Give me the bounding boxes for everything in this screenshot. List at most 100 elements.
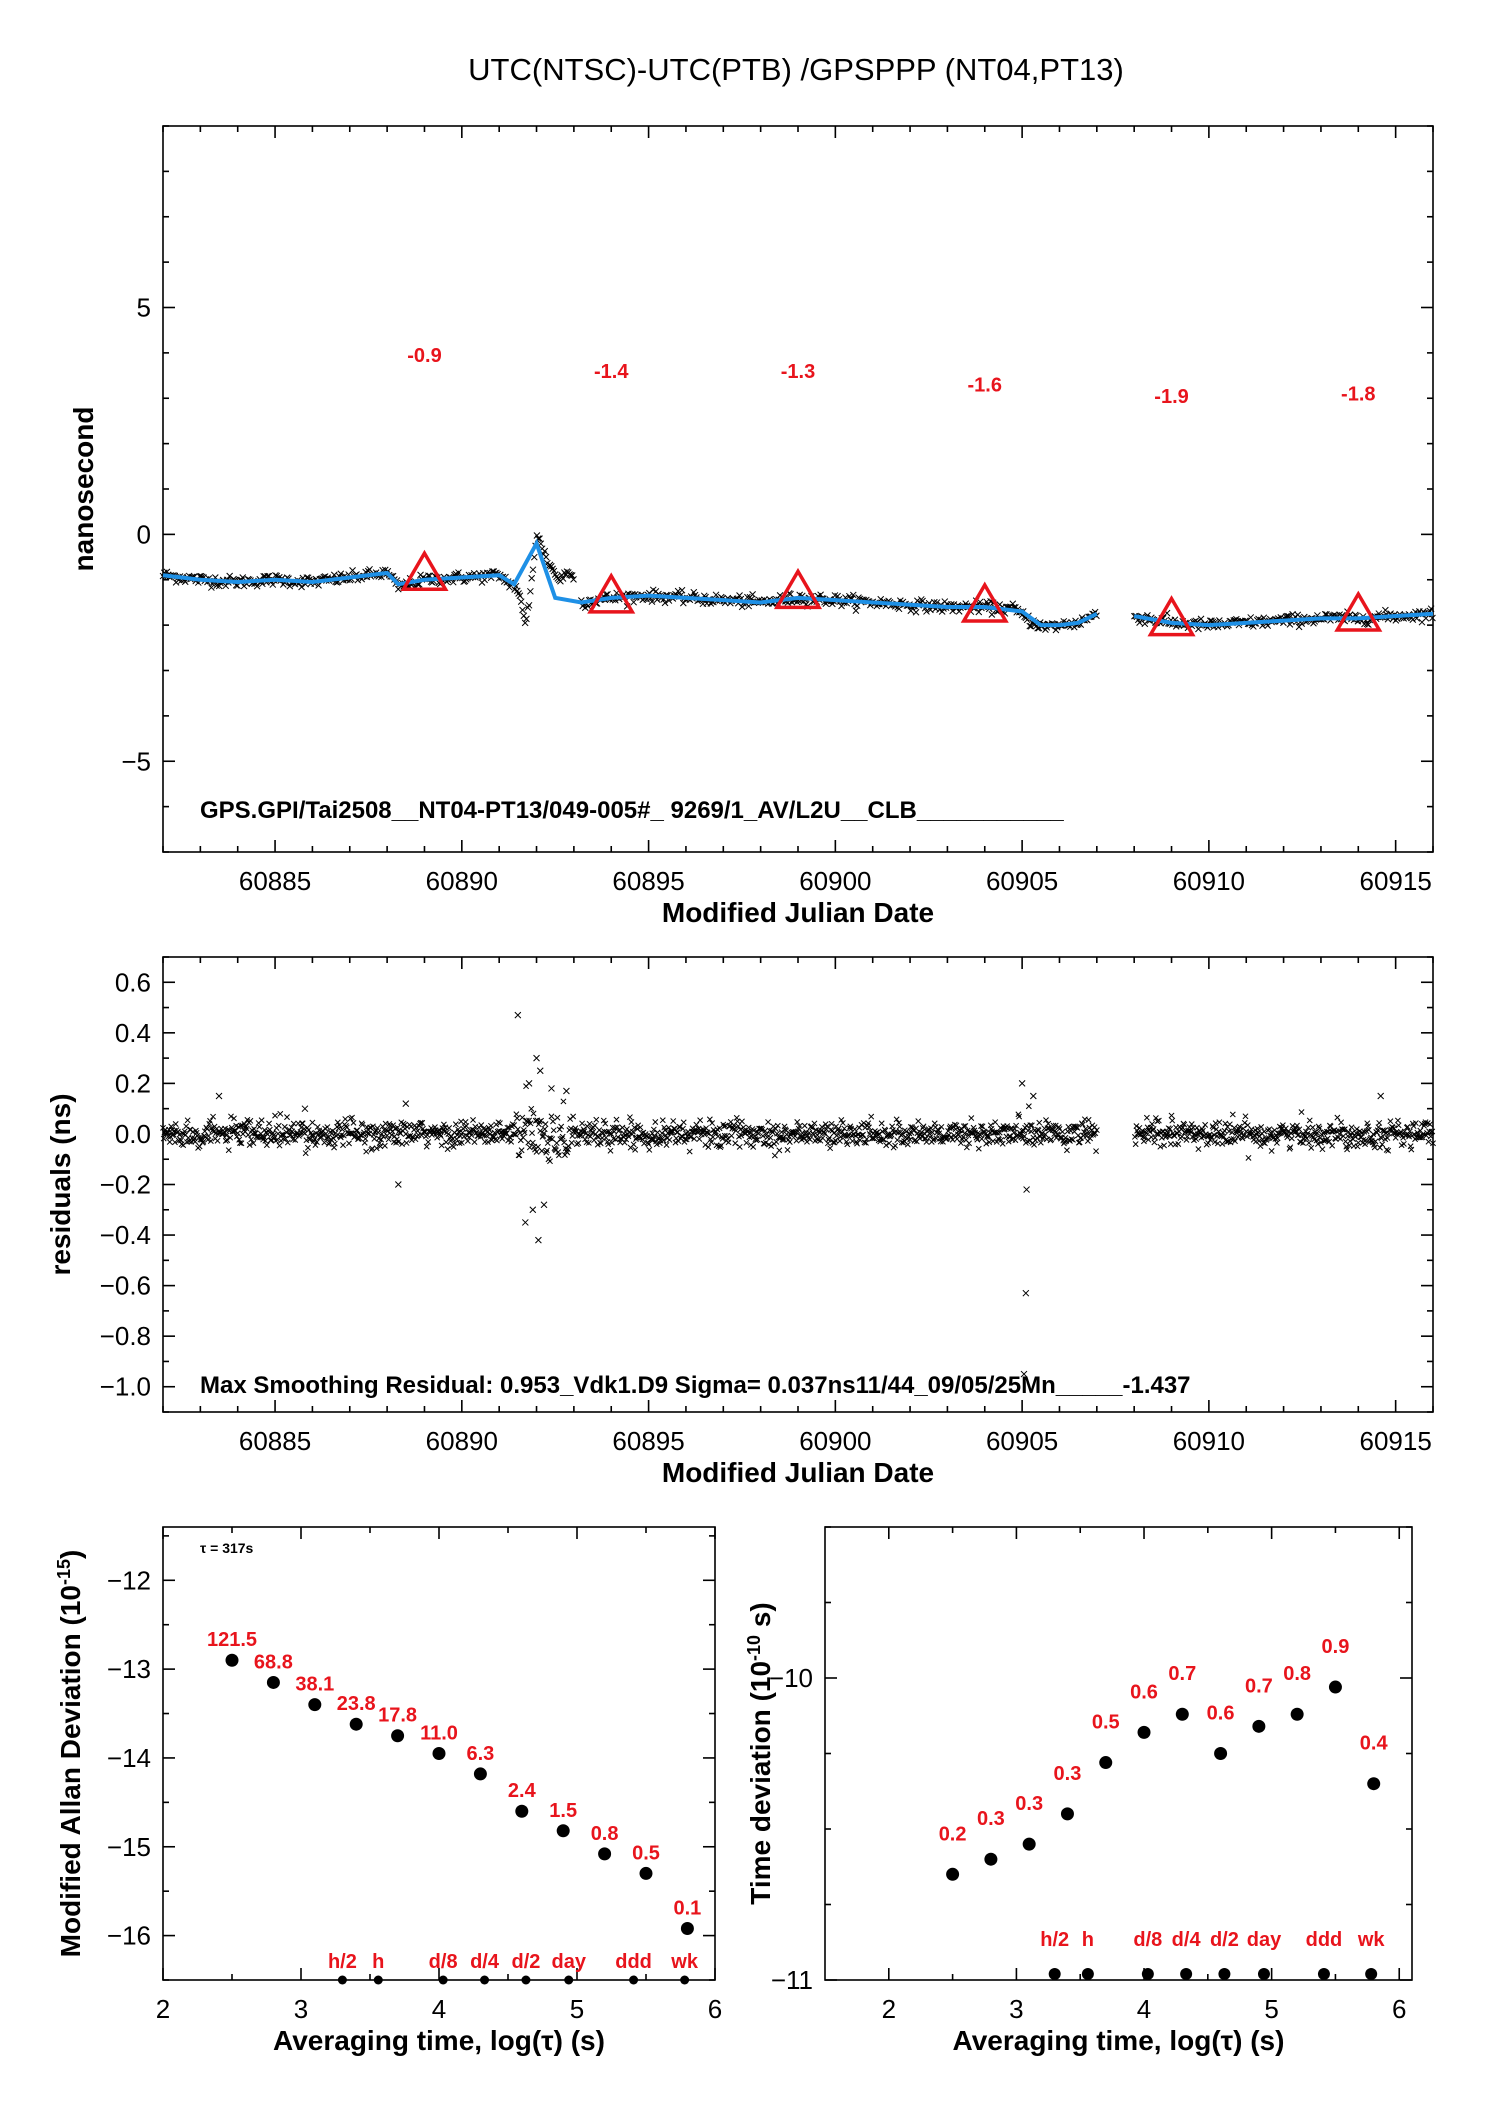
residual-point — [160, 1135, 167, 1142]
period-marker — [1257, 1968, 1270, 1980]
residual-point — [234, 1130, 241, 1137]
figure-title: UTC(NTSC)-UTC(PTB) /GPSPPP (NT04,PT13) — [468, 52, 1124, 87]
residual-point — [1305, 1124, 1312, 1131]
residual-point — [888, 1131, 895, 1138]
residual-point — [403, 1139, 410, 1146]
data-point — [1427, 605, 1435, 613]
period-label: d/4 — [470, 1951, 500, 1973]
residual-point — [247, 1117, 254, 1124]
residual-point — [794, 1119, 801, 1125]
residual-point — [1267, 1129, 1274, 1136]
residual-point — [1400, 1140, 1407, 1147]
period-label: d/4 — [1172, 1929, 1202, 1951]
residual-point — [1215, 1128, 1222, 1135]
residual-point — [1155, 1117, 1162, 1124]
residual-point — [826, 1134, 833, 1141]
residual-point — [678, 1133, 685, 1140]
residual-point — [754, 1136, 761, 1143]
residual-point — [1377, 1144, 1383, 1151]
residual-point — [256, 1123, 263, 1130]
panel-modified-allan-deviation: 2 3 4 5 6 −16 −15 −14 −13 −12 Averaging time, log(… — [54, 1526, 722, 2056]
residual-outlier — [1022, 1289, 1030, 1297]
period-marker — [438, 1975, 448, 1985]
residual-point — [629, 1128, 636, 1135]
data-point — [584, 602, 592, 610]
residual-point — [1202, 1121, 1209, 1128]
y-tick-label: −10 — [769, 1663, 813, 1693]
residual-point — [437, 1133, 444, 1139]
adev-point — [556, 1824, 570, 1838]
residual-point — [440, 1127, 447, 1134]
residual-point — [243, 1125, 250, 1132]
residual-point — [1005, 1138, 1012, 1145]
residual-point — [568, 1139, 575, 1146]
adev-point — [639, 1866, 653, 1880]
residual-point — [1323, 1128, 1330, 1135]
residual-point — [882, 1127, 889, 1134]
residual-point — [623, 1126, 630, 1133]
residual-point — [691, 1135, 698, 1142]
data-point — [226, 572, 234, 580]
residual-point — [818, 1123, 825, 1130]
residual-point — [526, 1144, 533, 1151]
residual-point — [796, 1123, 803, 1130]
residual-point — [220, 1130, 227, 1137]
residual-point — [1276, 1130, 1283, 1137]
link-annotation: GPS.GPI/Tai2508__NT04-PT13/049-005#_ 926… — [200, 797, 1064, 824]
residual-point — [519, 1114, 526, 1121]
period-marker — [373, 1975, 383, 1985]
residual-point — [768, 1143, 775, 1149]
residual-point — [1406, 1128, 1413, 1135]
residual-point — [702, 1141, 709, 1148]
residual-point — [437, 1131, 444, 1138]
data-point — [516, 592, 524, 600]
residual-point — [706, 1116, 713, 1123]
residual-point — [898, 1132, 905, 1139]
residual-point — [1341, 1126, 1348, 1133]
residual-point — [759, 1132, 766, 1139]
residual-point — [1404, 1123, 1411, 1130]
x-tick-label: 6 — [1392, 1994, 1406, 2024]
residual-point — [575, 1140, 582, 1147]
x-tick-label: 60890 — [426, 1426, 498, 1456]
residual-point — [650, 1136, 657, 1143]
period-marker — [337, 1975, 347, 1985]
residual-point — [276, 1142, 283, 1149]
residual-point — [979, 1123, 986, 1130]
residual-point — [704, 1130, 711, 1136]
residual-point — [1161, 1142, 1168, 1149]
triangle-marker — [1147, 595, 1196, 637]
residual-point — [1348, 1124, 1355, 1131]
residual-point — [837, 1133, 844, 1140]
residual-point — [1362, 1137, 1369, 1144]
period-marker — [1081, 1968, 1094, 1980]
residual-point — [1164, 1129, 1171, 1136]
residual-point — [266, 1120, 273, 1127]
residual-point — [354, 1127, 361, 1134]
residual-outlier — [521, 1219, 529, 1226]
residual-point — [440, 1121, 447, 1128]
triangle-marker — [773, 567, 823, 610]
residual-point — [369, 1123, 376, 1130]
residual-point — [375, 1129, 382, 1136]
triangle-value-label: -1.3 — [781, 361, 815, 383]
residual-point — [1063, 1147, 1070, 1154]
residual-point — [309, 1119, 316, 1126]
x-axis-title: Modified Julian Date — [662, 897, 934, 928]
panel-time-offset: 60885 60890 60895 60900 60905 60910 60915 −5 0 5 M… — [68, 125, 1436, 928]
residual-point — [1315, 1123, 1322, 1130]
x-tick-label: 4 — [432, 1994, 446, 2024]
residual-point — [508, 1138, 515, 1145]
smoothed-series-line — [162, 538, 1098, 628]
residual-point — [342, 1116, 349, 1123]
x-tick-label: 2 — [882, 1994, 896, 2024]
residual-point — [990, 1138, 996, 1145]
x-axis-title: Modified Julian Date — [662, 1457, 934, 1488]
residual-point — [349, 1114, 355, 1121]
data-point — [523, 615, 530, 623]
residual-point — [380, 1133, 387, 1140]
tdev-point — [1367, 1777, 1381, 1791]
residual-point — [659, 1117, 666, 1124]
data-point — [919, 597, 926, 605]
residual-point — [1232, 1138, 1238, 1145]
